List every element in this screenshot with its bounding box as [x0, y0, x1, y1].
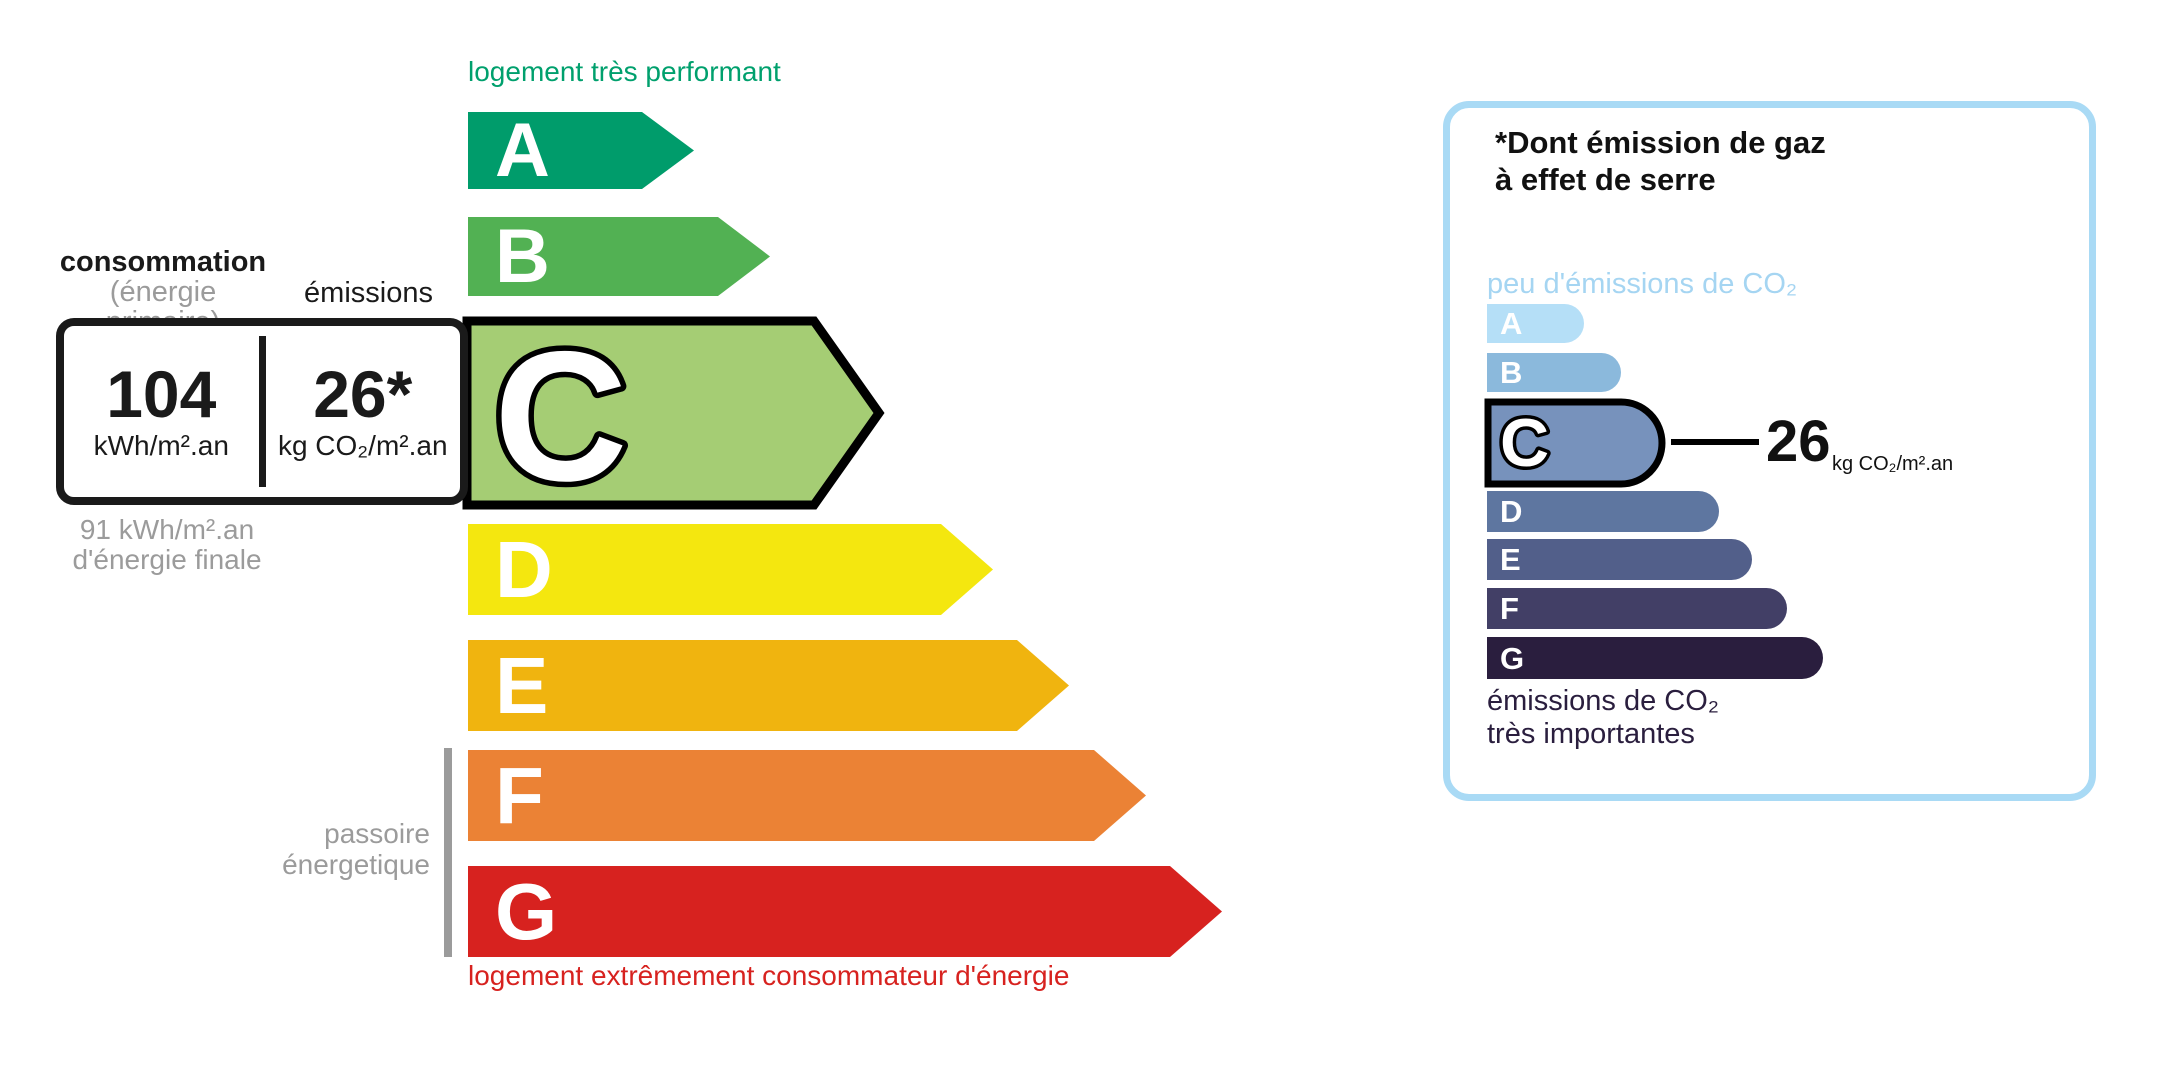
co2-bar-c-letter: C	[1500, 405, 1549, 481]
energy-arrow-d-letter: D	[495, 524, 553, 614]
consumption-header-line1: consommation	[59, 246, 267, 278]
energy-arrow-g-letter: G	[495, 866, 558, 956]
co2-callout-value: 26	[1766, 409, 1831, 474]
final-energy-line2: d'énergie finale	[72, 544, 262, 575]
co2-bar-a-letter: A	[1500, 306, 1523, 341]
energy-arrow-f: F	[468, 750, 1146, 841]
energy-sieve-label: passoire énergetique	[180, 818, 430, 880]
energy-arrow-g: G	[468, 866, 1222, 957]
energy-sieve-line1: passoire	[324, 818, 430, 849]
emissions-value: 26*	[313, 357, 413, 431]
co2-panel-title: *Dont émission de gaz à effet de serre	[1495, 124, 1826, 198]
emissions-unit: kg CO₂/m².an	[277, 430, 448, 461]
co2-bar-e: E	[1487, 539, 1752, 580]
co2-callout-unit: kg CO₂/m².an	[1832, 453, 1954, 475]
co2-bar-g: G	[1487, 637, 1823, 679]
co2-low-emissions-label: peu d'émissions de CO₂	[1487, 268, 1798, 300]
co2-high-emissions-label: émissions de CO₂ très importantes	[1487, 685, 1719, 751]
co2-bar-c-shape	[1484, 398, 1666, 488]
co2-bar-g-letter: G	[1500, 640, 1525, 676]
consumption-cell: 104 kWh/m².an	[64, 326, 259, 497]
emissions-header: émissions	[304, 277, 433, 309]
reading-box-divider	[258, 336, 266, 487]
final-energy-line1: 91 kWh/m².an	[79, 514, 255, 545]
co2-bar-b: B	[1487, 353, 1621, 392]
energy-arrow-f-letter: F	[495, 750, 544, 840]
final-energy-note: 91 kWh/m².an d'énergie finale	[57, 515, 277, 575]
bottom-consumption-label: logement extrêmement consommateur d'éner…	[468, 960, 1070, 991]
co2-bar-d: D	[1487, 491, 1719, 532]
co2-bar-c-current: C	[1484, 398, 1666, 488]
co2-bar-d-letter: D	[1500, 494, 1523, 529]
co2-panel: *Dont émission de gaz à effet de serre p…	[1443, 101, 2096, 801]
co2-high-emissions-line2: très importantes	[1487, 718, 1695, 750]
top-performance-label: logement très performant	[468, 56, 781, 87]
energy-sieve-line2: énergetique	[282, 849, 430, 880]
co2-panel-title-line2: à effet de serre	[1495, 162, 1716, 197]
energy-arrow-c-current: C	[462, 316, 885, 510]
co2-bar-e-letter: E	[1500, 542, 1521, 577]
co2-bar-b-letter: B	[1500, 355, 1523, 390]
energy-arrow-c-letter: C	[494, 316, 628, 510]
energy-sieve-bracket	[444, 748, 452, 957]
reading-box: 104 kWh/m².an 26* kg CO₂/m².an	[56, 318, 468, 505]
consumption-value: 104	[106, 357, 217, 431]
energy-arrow-d: D	[468, 524, 993, 615]
energy-arrow-a: A	[468, 112, 694, 189]
co2-bar-a: A	[1487, 304, 1584, 343]
energy-arrow-e-letter: E	[495, 640, 549, 730]
co2-panel-title-line1: *Dont émission de gaz	[1495, 125, 1826, 160]
energy-arrow-b: B	[468, 217, 770, 296]
energy-arrow-b-letter: B	[495, 213, 550, 299]
co2-bar-f-letter: F	[1500, 591, 1519, 626]
co2-bar-f: F	[1487, 588, 1787, 629]
co2-high-emissions-line1: émissions de CO₂	[1487, 685, 1720, 717]
consumption-unit: kWh/m².an	[93, 430, 229, 461]
energy-arrow-a-letter: A	[495, 107, 550, 193]
energy-arrow-e: E	[468, 640, 1069, 731]
emissions-cell: 26* kg CO₂/m².an	[266, 326, 461, 497]
co2-callout-line	[1671, 439, 1759, 445]
